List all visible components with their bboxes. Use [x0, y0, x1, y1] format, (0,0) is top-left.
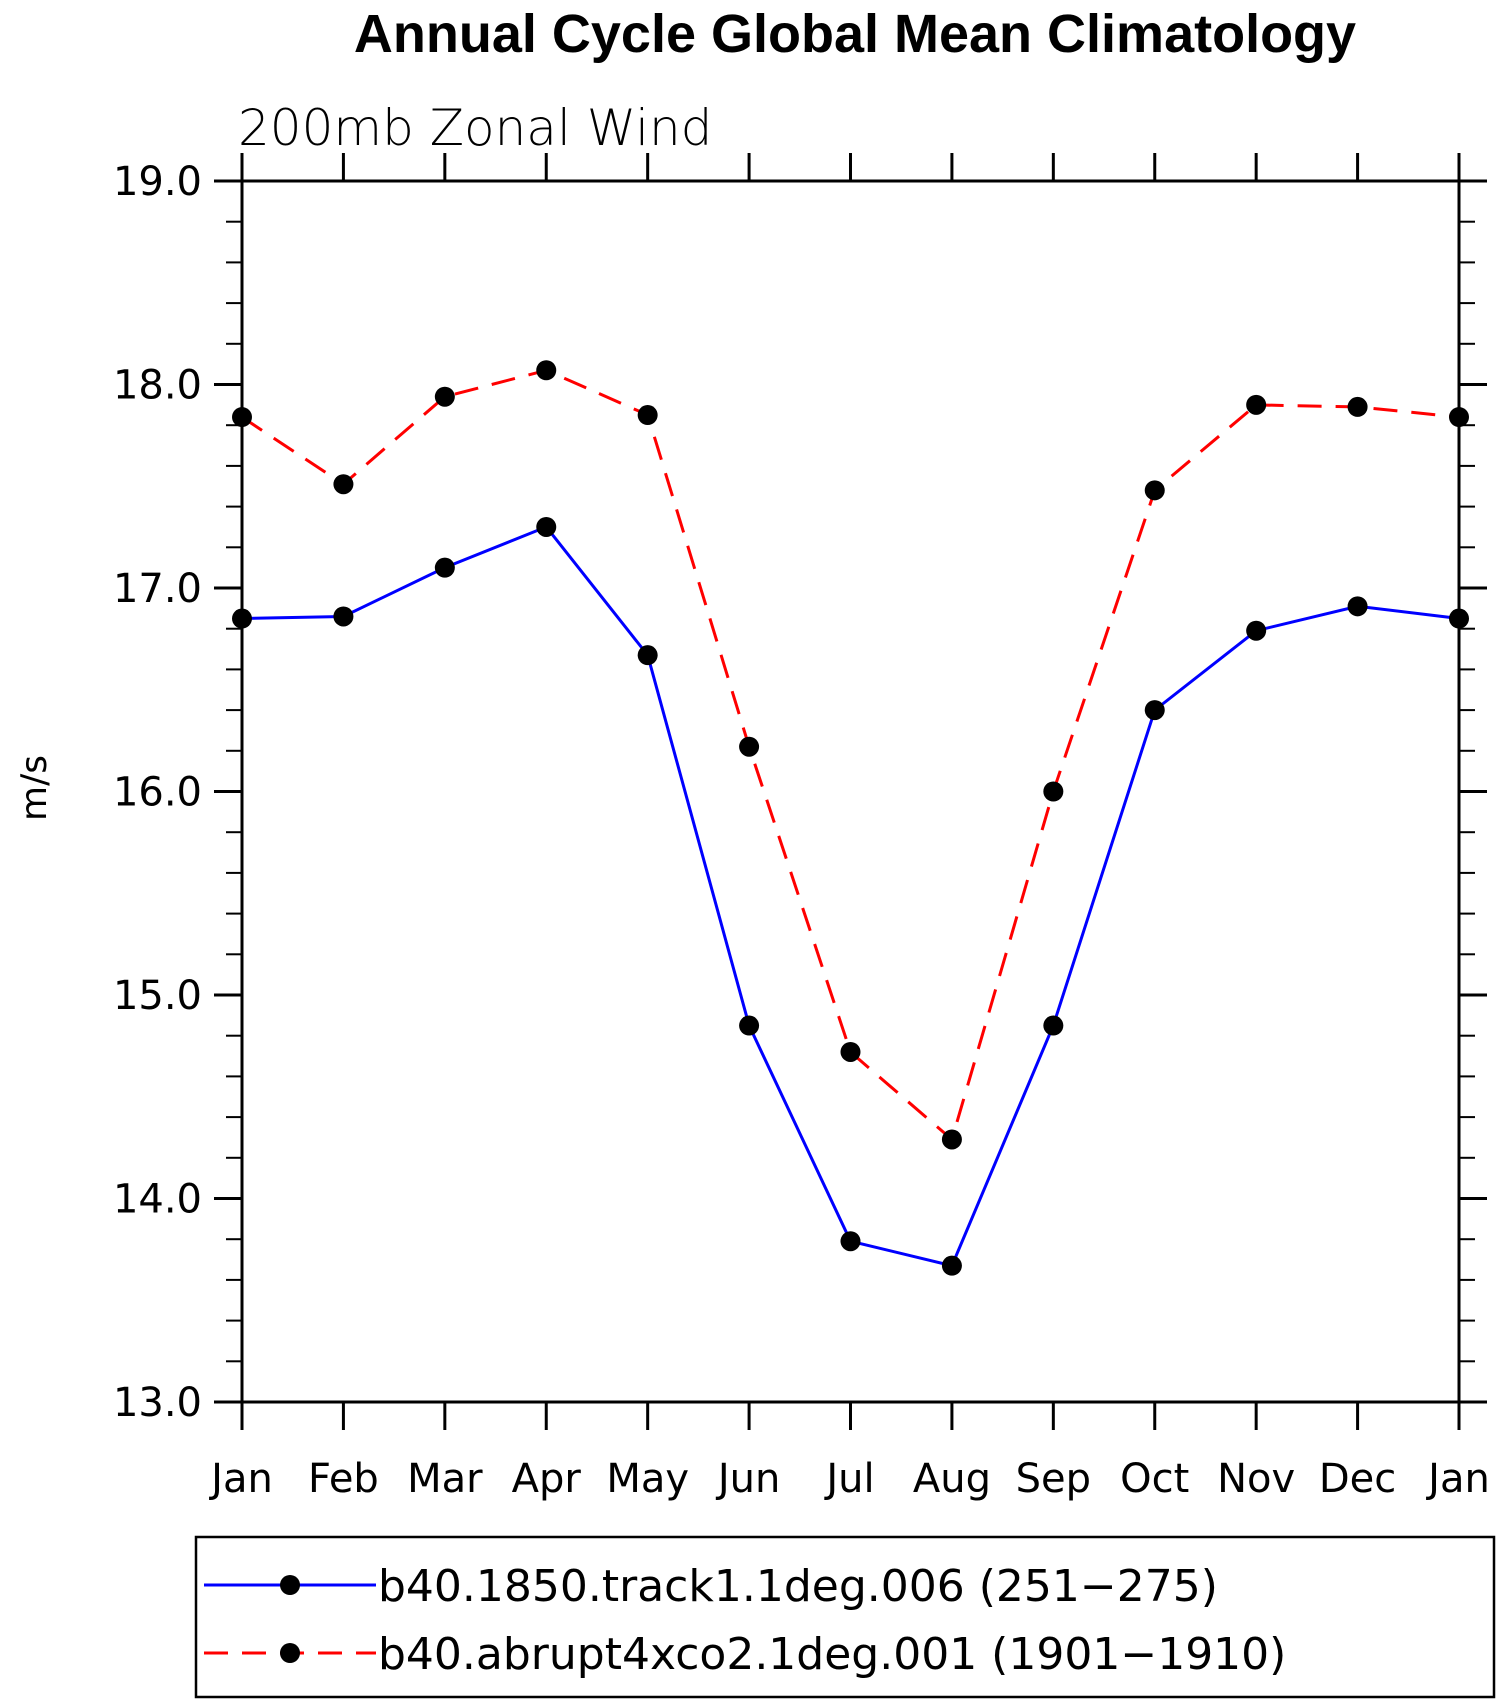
x-tick-label: Jun: [715, 1456, 781, 1502]
y-tick-label: 18.0: [113, 363, 202, 409]
series-1: [232, 516, 1469, 1276]
series-2: [232, 360, 1469, 1150]
legend-marker: [280, 1643, 300, 1663]
legend: b40.1850.track1.1deg.006 (251−275) b40.ab…: [194, 1535, 1496, 1699]
y-tick-label: 16.0: [113, 770, 202, 816]
axes: 13.0 14.0 15.0 16.0 17.0 18.0 19.0 Jan Feb Mar Apr…: [113, 153, 1490, 1502]
y-tick-label: 17.0: [113, 566, 202, 612]
data-point: [232, 608, 252, 629]
data-point: [1347, 396, 1368, 417]
x-tick-label: Mar: [407, 1456, 483, 1502]
data-point: [1449, 608, 1469, 629]
x-tick-label: Jul: [823, 1456, 874, 1502]
x-tick-label: Feb: [308, 1456, 379, 1502]
y-axis-label: m/s: [14, 755, 55, 821]
data-point: [1144, 480, 1165, 501]
x-tick-label: Nov: [1217, 1456, 1295, 1502]
legend-box: [194, 1535, 1496, 1699]
data-point: [1246, 620, 1267, 641]
data-point: [434, 386, 455, 407]
x-tick-label: Aug: [913, 1456, 991, 1502]
data-point: [1144, 700, 1165, 721]
y-tick-label: 14.0: [113, 1177, 202, 1223]
data-point: [536, 360, 557, 381]
data-point: [637, 405, 658, 426]
data-point: [536, 516, 557, 537]
legend-entry-label: b40.1850.track1.1deg.006 (251−275): [378, 1561, 1218, 1612]
data-point: [333, 606, 354, 627]
x-tick-label: Jan: [208, 1456, 273, 1502]
data-point: [840, 1041, 861, 1062]
y-tick-label: 19.0: [113, 159, 202, 205]
data-point: [1043, 781, 1064, 802]
series-line: [241, 525, 1460, 1268]
data-point: [232, 407, 252, 428]
series-layer: [232, 360, 1469, 1276]
data-point: [1043, 1015, 1064, 1036]
data-point: [1246, 394, 1267, 415]
legend-entry-label: b40.abrupt4xco2.1deg.001 (1901−1910): [378, 1629, 1286, 1680]
series-line: [241, 368, 1460, 1143]
plot-frame: [240, 179, 1461, 1404]
x-tick-label: Dec: [1319, 1456, 1396, 1502]
x-tick-label: Jan: [1425, 1456, 1490, 1502]
data-point: [434, 557, 455, 578]
chart-subtitle: 200mb Zonal Wind: [238, 99, 712, 157]
data-point: [739, 736, 760, 757]
data-point: [637, 645, 658, 666]
data-point: [333, 474, 354, 495]
x-tick-label: Oct: [1120, 1456, 1189, 1502]
data-point: [941, 1129, 962, 1150]
data-point: [941, 1255, 962, 1276]
legend-marker: [280, 1575, 300, 1595]
y-tick-label: 15.0: [113, 973, 202, 1019]
data-point: [1449, 407, 1469, 428]
x-tick-label: Sep: [1016, 1456, 1091, 1502]
x-tick-label: Apr: [512, 1456, 582, 1502]
data-point: [840, 1231, 861, 1252]
x-tick-label: May: [606, 1456, 689, 1502]
chart-title: Annual Cycle Global Mean Climatology: [354, 4, 1356, 64]
data-point: [739, 1015, 760, 1036]
data-point: [1347, 596, 1368, 617]
y-tick-label: 13.0: [113, 1380, 202, 1426]
